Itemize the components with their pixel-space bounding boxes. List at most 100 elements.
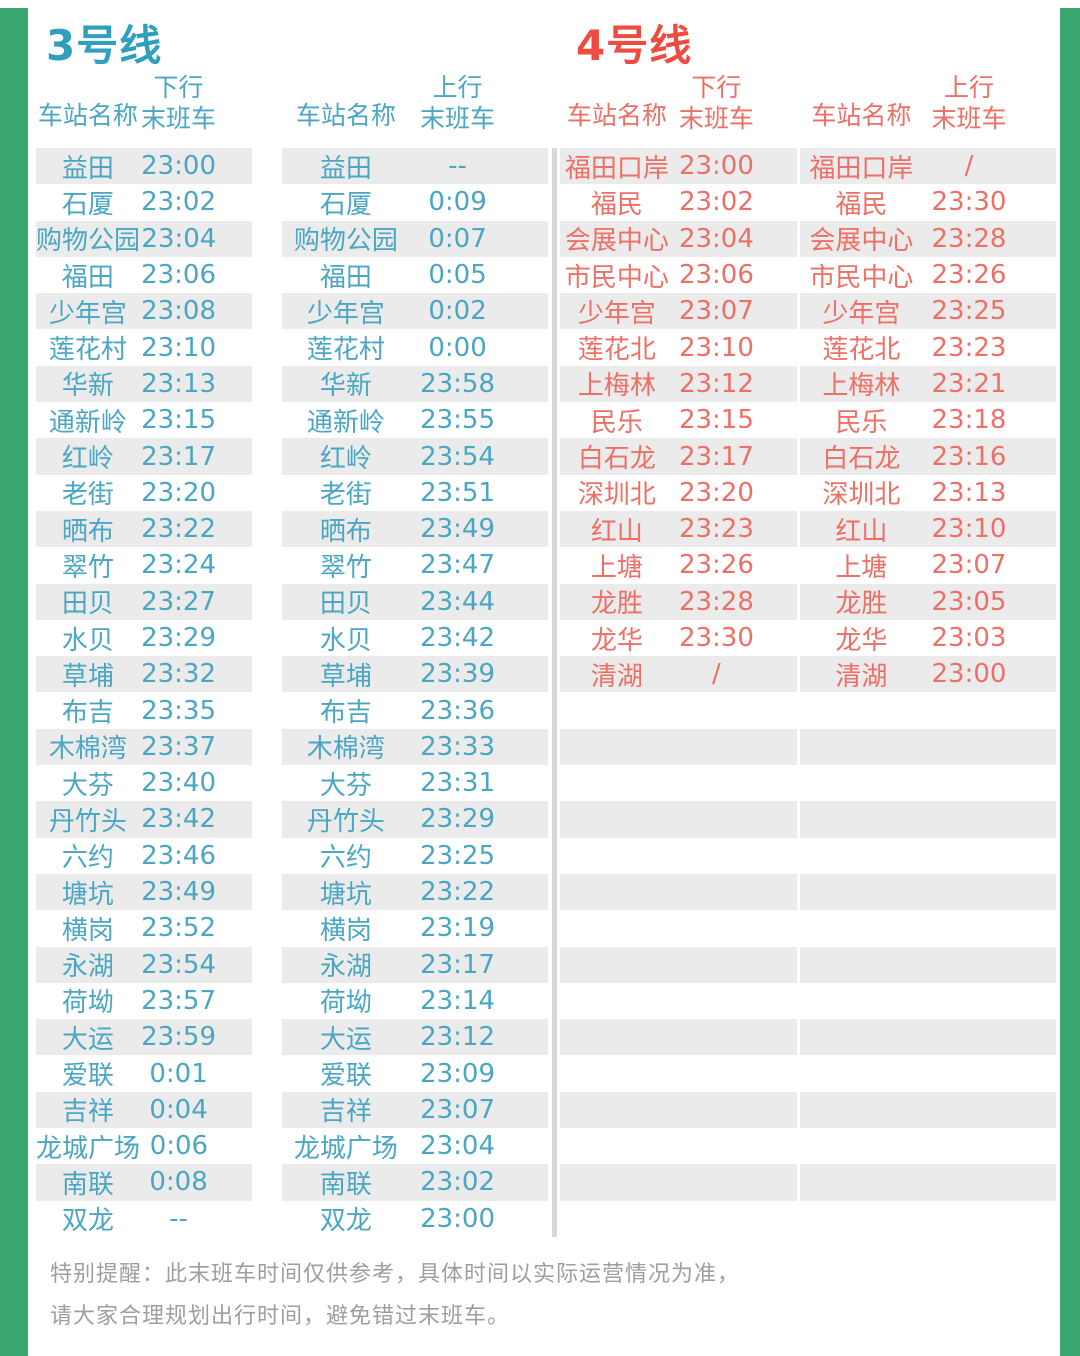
table-row: 民乐 23:18 — [800, 402, 1056, 438]
station-name: 少年宫 — [577, 298, 656, 329]
last-train-time: 23:40 — [141, 768, 217, 799]
station-name: 深圳北 — [822, 480, 901, 511]
table-header: 车站名称 下行 末班车 — [560, 68, 797, 134]
station-name: 莲花村 — [48, 335, 127, 366]
station-name: 华新 — [61, 371, 114, 402]
last-train-time: 23:47 — [420, 550, 496, 581]
last-train-time: 23:26 — [931, 260, 1007, 291]
table-row — [560, 873, 797, 911]
last-train-time: / — [964, 151, 974, 182]
last-train-time: 23:25 — [931, 296, 1007, 327]
table-row: 晒布 23:22 — [36, 510, 252, 548]
table-row: 少年宫 23:07 — [560, 293, 797, 330]
last-train-time: 23:12 — [678, 368, 754, 399]
table-row — [800, 1128, 1056, 1164]
last-train-time: 23:22 — [420, 877, 496, 908]
last-train-time: 23:32 — [141, 659, 217, 690]
last-train-time: 23:46 — [141, 840, 217, 871]
table-row — [560, 946, 797, 983]
station-name: 田贝 — [61, 589, 114, 620]
table-body: 益田 23:00 石厦 23:02 购物公园 23:04 福田 23:06 少年宫 23:08 莲花… — [36, 148, 252, 1237]
station-name: 塘坑 — [61, 879, 114, 910]
station-name: 老街 — [319, 480, 372, 511]
station-name: 翠竹 — [319, 552, 372, 583]
table-row: 市民中心 23:06 — [560, 257, 797, 293]
last-train-time: 23:31 — [420, 768, 496, 799]
station-name: 少年宫 — [306, 298, 385, 329]
table-row: 双龙 23:00 — [282, 1201, 548, 1237]
station-name: 吉祥 — [319, 1097, 372, 1128]
last-train-time: 23:21 — [931, 368, 1007, 399]
last-train-time: 23:30 — [931, 187, 1007, 218]
last-train-time: 23:39 — [420, 659, 496, 690]
table-row: 布吉 23:35 — [36, 692, 252, 729]
table-header: 车站名称 上行 末班车 — [282, 68, 548, 134]
station-name: 民乐 — [835, 407, 888, 438]
station-name: 横岗 — [61, 915, 114, 946]
station-name: 市民中心 — [564, 262, 669, 293]
table-row: 福田口岸 23:00 — [560, 148, 797, 185]
table-row: 荷坳 23:57 — [36, 983, 252, 1019]
station-name: 草埔 — [319, 661, 372, 692]
last-train-time: 23:55 — [420, 405, 496, 436]
last-train-time: 23:24 — [141, 550, 217, 581]
table-row: 红岭 23:54 — [282, 438, 548, 475]
table-row: 龙胜 23:28 — [560, 583, 797, 620]
table-row: 福田口岸 / — [800, 148, 1056, 185]
station-name: 莲花村 — [306, 335, 385, 366]
last-train-time: 0:04 — [149, 1094, 208, 1125]
table-row: 通新岭 23:15 — [36, 402, 252, 438]
last-train-time: 23:07 — [931, 550, 1007, 581]
footer-note-line2: 请大家合理规划出行时间，避免错过末班车。 — [50, 1304, 511, 1329]
station-name: 田贝 — [319, 589, 372, 620]
last-train-time: -- — [169, 1203, 188, 1234]
table-body: 福田口岸 23:00 福民 23:02 会展中心 23:04 市民中心 23:06 少年宫 23:… — [560, 148, 797, 1237]
last-train-time: 23:27 — [141, 586, 217, 617]
table-row — [560, 910, 797, 946]
header-spacer — [759, 68, 797, 134]
table-row — [560, 1019, 797, 1056]
station-name: 福民 — [835, 189, 888, 220]
last-train-time: 23:29 — [141, 623, 217, 653]
table-row: 民乐 23:15 — [560, 402, 797, 438]
table-row: 翠竹 23:24 — [36, 547, 252, 583]
station-name: 通新岭 — [48, 407, 127, 438]
last-train-time: 23:54 — [420, 441, 496, 472]
last-train-time: 23:12 — [420, 1022, 496, 1053]
last-train-time: -- — [448, 151, 467, 182]
direction-column-header: 下行 末班车 — [140, 68, 218, 134]
direction-column-header: 上行 末班车 — [410, 68, 506, 134]
station-name: 少年宫 — [822, 298, 901, 329]
table-row — [800, 801, 1056, 838]
last-train-time: 23:09 — [420, 1058, 496, 1089]
table-row: 爱联 23:09 — [282, 1055, 548, 1092]
station-name: 晒布 — [319, 516, 372, 547]
table-row: 水贝 23:42 — [282, 620, 548, 656]
station-name: 上梅林 — [577, 371, 656, 402]
station-name: 六约 — [61, 843, 114, 874]
table-row — [800, 728, 1056, 766]
last-train-time: 23:19 — [420, 913, 496, 944]
last-train-time: 0:01 — [149, 1058, 208, 1089]
last-train-time: 23:33 — [420, 731, 496, 762]
last-train-time: 0:05 — [428, 260, 487, 291]
last-train-time: 23:03 — [931, 623, 1007, 653]
station-name: 白石龙 — [577, 444, 656, 475]
direction-label: 上行 — [943, 73, 994, 102]
last-train-time: 23:29 — [420, 804, 496, 835]
table-row — [800, 1019, 1056, 1056]
last-train-time: 23:07 — [420, 1094, 496, 1125]
last-train-time: 23:00 — [141, 151, 217, 182]
table-body: 益田 -- 石厦 0:09 购物公园 0:07 福田 0:05 少年宫 0:02 莲花村 0:00 华新… — [282, 148, 548, 1237]
station-name: 南联 — [319, 1169, 372, 1200]
table-row — [800, 910, 1056, 946]
station-name: 深圳北 — [577, 480, 656, 511]
station-name: 双龙 — [319, 1206, 372, 1237]
table-row: 清湖 23:00 — [800, 656, 1056, 693]
direction-label: 下行 — [691, 73, 742, 102]
last-train-time: 23:17 — [420, 949, 496, 980]
last-train-time: 0:08 — [149, 1167, 208, 1198]
station-name: 永湖 — [61, 952, 114, 983]
table-row: 莲花北 23:10 — [560, 329, 797, 366]
station-name: 益田 — [319, 153, 372, 184]
